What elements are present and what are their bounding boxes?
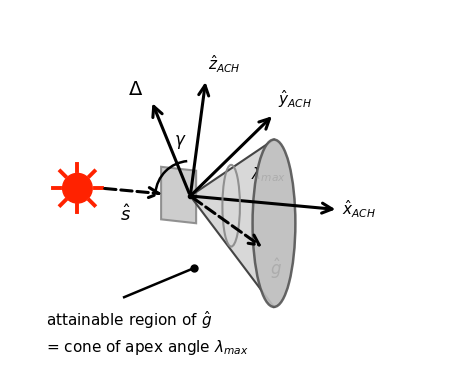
Text: attainable region of $\hat{g}$
= cone of apex angle $\lambda_{max}$: attainable region of $\hat{g}$ = cone of… bbox=[46, 309, 249, 357]
Text: $\hat{g}$: $\hat{g}$ bbox=[270, 256, 282, 281]
Text: $\hat{z}_{ACH}$: $\hat{z}_{ACH}$ bbox=[208, 54, 240, 75]
Text: $\hat{s}$: $\hat{s}$ bbox=[120, 204, 131, 225]
Text: $\hat{y}_{ACH}$: $\hat{y}_{ACH}$ bbox=[278, 89, 312, 111]
Polygon shape bbox=[190, 140, 295, 307]
Ellipse shape bbox=[253, 140, 295, 307]
Text: $\gamma$: $\gamma$ bbox=[174, 133, 187, 151]
Polygon shape bbox=[161, 167, 196, 223]
Text: $\hat{x}_{ACH}$: $\hat{x}_{ACH}$ bbox=[342, 199, 376, 220]
Text: $\Delta$: $\Delta$ bbox=[128, 80, 144, 99]
Circle shape bbox=[63, 173, 92, 203]
Text: $\lambda_{max}$: $\lambda_{max}$ bbox=[251, 165, 286, 184]
